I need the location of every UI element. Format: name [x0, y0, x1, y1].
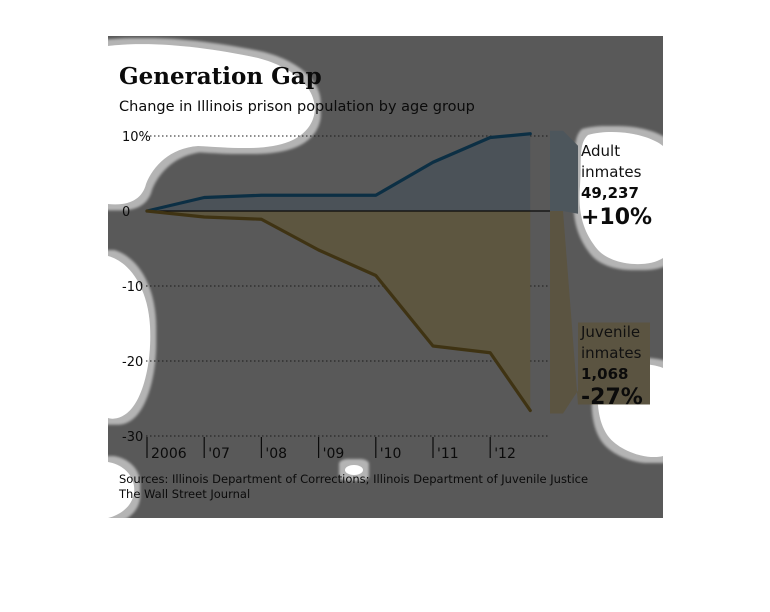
y-tick-label: -20 [122, 355, 143, 370]
series-tags [550, 130, 650, 414]
area-adult [147, 133, 531, 211]
blob-small [345, 465, 363, 475]
y-tick-label: -30 [122, 430, 143, 445]
y-tick-label: -10 [122, 280, 143, 295]
y-axis: 10% 0 -10 -20 -30 [122, 130, 151, 445]
x-tick-label: '09 [323, 446, 345, 462]
y-tick-label: 10% [122, 130, 151, 145]
credit-note: The Wall Street Journal [118, 487, 250, 501]
chart-frame: 2006 '07 '08 '09 '10 '11 '12 10% 0 -10 -20 -30 Gen… [108, 36, 663, 518]
juvenile-change: -27% [581, 385, 643, 410]
adult-change: +10% [581, 205, 652, 230]
chart-subtitle: Change in Illinois prison population by … [119, 99, 475, 115]
blob-mid-left [108, 256, 151, 419]
x-tick-label: '12 [494, 446, 516, 462]
area-juvenile [147, 211, 531, 411]
chart: 2006 '07 '08 '09 '10 '11 '12 10% 0 -10 -20 -30 Gen… [108, 36, 663, 518]
juvenile-label-line1: Juvenile [580, 323, 640, 341]
adult-annotation: Adult inmates 49,237 +10% [581, 142, 652, 230]
x-tick-label: '10 [380, 446, 402, 462]
x-tick-label: '11 [437, 446, 459, 462]
blob-top-left [108, 44, 315, 205]
x-tick-label: '07 [208, 446, 230, 462]
adult-count: 49,237 [581, 184, 639, 202]
juvenile-label-line2: inmates [581, 344, 642, 362]
juvenile-annotation: Juvenile inmates 1,068 -27% [580, 323, 643, 410]
adult-label-line2: inmates [581, 163, 642, 181]
blob-right-top [579, 132, 663, 265]
juvenile-count: 1,068 [581, 365, 628, 383]
adult-tag [550, 130, 578, 214]
juvenile-tag [550, 211, 650, 414]
source-note: Sources: Illinois Department of Correcti… [119, 472, 588, 486]
line-adult [145, 132, 532, 213]
x-tick-label: 2006 [151, 446, 187, 462]
line-juvenile [145, 209, 532, 413]
series-areas [147, 133, 531, 411]
y-tick-label: 0 [122, 205, 130, 220]
adult-label-line1: Adult [581, 142, 620, 160]
blob-bottom-left [108, 462, 135, 518]
chart-title: Generation Gap [119, 63, 322, 90]
x-axis: 2006 '07 '08 '09 '10 '11 '12 [146, 437, 516, 462]
x-tick-label: '08 [265, 446, 287, 462]
series-lines [145, 132, 532, 413]
